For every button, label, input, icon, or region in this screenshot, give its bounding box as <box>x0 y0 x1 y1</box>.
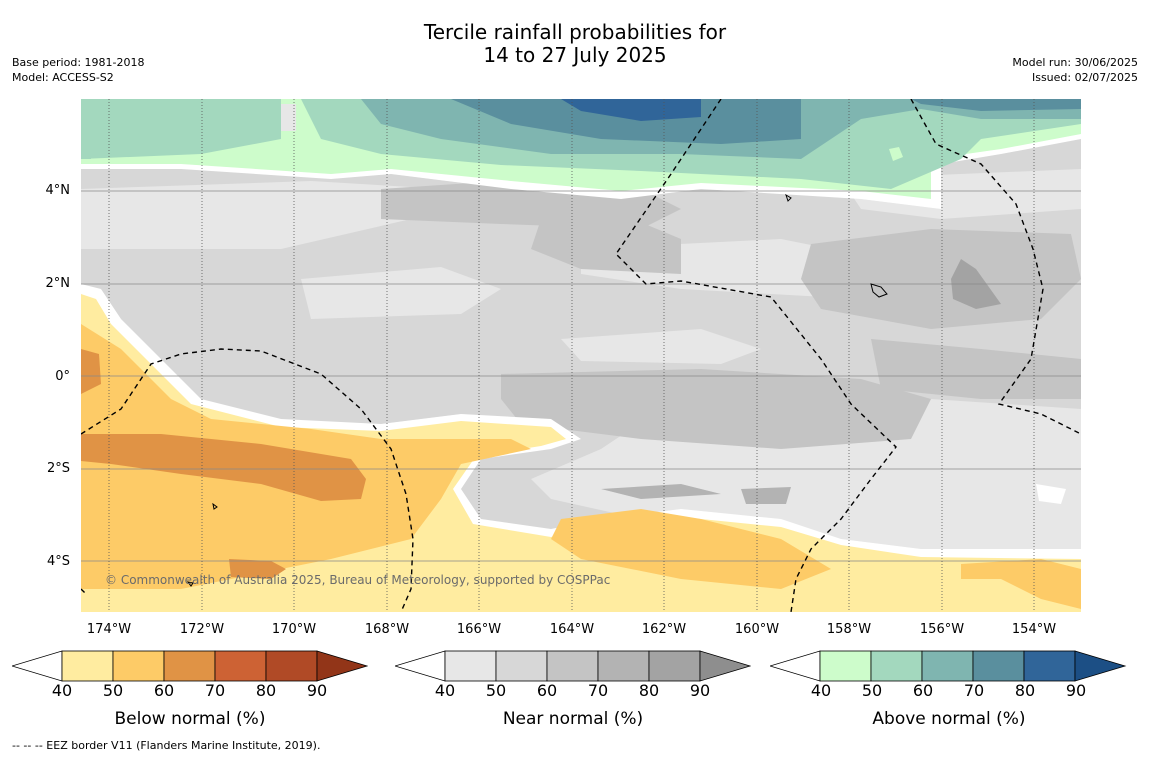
colorbar-below-tick: 60 <box>153 681 175 700</box>
eez-footnote: -- -- -- EEZ border V11 (Flanders Marine… <box>12 739 321 752</box>
base-period: Base period: 1981-2018 <box>12 56 145 69</box>
colorbar-above-swatches <box>768 650 1127 682</box>
eez-borders <box>81 99 1081 612</box>
colorbar-above-tick: 80 <box>1014 681 1036 700</box>
colorbar-below-title: Below normal (%) <box>114 709 266 729</box>
rainfall-probability-map: © Commonwealth of Australia 2025, Bureau… <box>81 99 1081 612</box>
lon-label-174w: 174°W <box>86 622 132 637</box>
colorbar-below-high-extension <box>316 650 369 682</box>
lon-label-160w: 160°W <box>734 622 780 637</box>
chart-title-line2: 14 to 27 July 2025 <box>483 43 667 67</box>
colorbar-near-swatch <box>444 650 497 682</box>
colorbar-above-high-extension <box>1074 650 1127 682</box>
colorbar-near-swatch <box>597 650 650 682</box>
colorbar-below-swatch <box>265 650 318 682</box>
model-run: Model run: 30/06/2025 <box>1012 56 1138 69</box>
lon-label-172w: 172°W <box>179 622 225 637</box>
lon-label-162w: 162°W <box>641 622 687 637</box>
lat-label-4n: 4°N <box>45 183 71 198</box>
colorbar-above-tick: 60 <box>912 681 934 700</box>
lon-label-154w: 154°W <box>1011 622 1057 637</box>
issued-date: Issued: 02/07/2025 <box>1031 71 1138 84</box>
lat-label-4s: 4°S <box>46 554 70 569</box>
meta-right: Model run: 30/06/2025 Issued: 02/07/2025 <box>1012 55 1138 85</box>
colorbar-below-swatches <box>10 650 369 682</box>
colorbar-near-tick: 50 <box>485 681 507 700</box>
colorbar-near-title: Near normal (%) <box>502 709 644 729</box>
colorbar-below-low-extension <box>10 650 63 682</box>
colorbar-below-tick: 40 <box>51 681 73 700</box>
colorbar-near-swatches <box>393 650 752 682</box>
colorbar-near-swatch <box>546 650 599 682</box>
colorbar-near-tick: 90 <box>689 681 711 700</box>
colorbar-above-swatch <box>870 650 923 682</box>
chart-title-line1: Tercile rainfall probabilities for <box>423 20 727 44</box>
colorbar-above-low-extension <box>768 650 821 682</box>
colorbar-below-swatch <box>112 650 165 682</box>
model-name: Model: ACCESS-S2 <box>12 71 114 84</box>
colorbar-below-tick: 90 <box>306 681 328 700</box>
colorbar-below-tick: 70 <box>204 681 226 700</box>
lon-label-158w: 158°W <box>826 622 872 637</box>
colorbar-above-swatch <box>1023 650 1076 682</box>
colorbar-below-normal: 40 50 60 70 80 90 Below normal (%) <box>10 650 369 740</box>
colorbar-near-swatch <box>648 650 701 682</box>
lon-label-168w: 168°W <box>364 622 410 637</box>
colorbar-near-high-extension <box>699 650 752 682</box>
colorbar-near-tick: 60 <box>536 681 558 700</box>
colorbar-near-swatch <box>495 650 548 682</box>
lat-label-0: 0° <box>55 369 70 384</box>
colorbar-above-swatch <box>972 650 1025 682</box>
lat-label-2n: 2°N <box>45 276 71 291</box>
map-copyright: © Commonwealth of Australia 2025, Bureau… <box>105 573 610 587</box>
latitude-gridlines <box>81 190 1081 562</box>
colorbar-below-tick: 50 <box>102 681 124 700</box>
meta-left: Base period: 1981-2018 Model: ACCESS-S2 <box>12 55 144 85</box>
colorbar-near-normal: 40 50 60 70 80 90 Near normal (%) <box>393 650 752 740</box>
colorbar-above-title: Above normal (%) <box>872 709 1026 729</box>
map-canvas: © Commonwealth of Australia 2025, Bureau… <box>81 99 1081 612</box>
lon-label-164w: 164°W <box>549 622 595 637</box>
colorbar-above-tick: 70 <box>963 681 985 700</box>
colorbar-below-swatch <box>61 650 114 682</box>
colorbar-near-tick: 40 <box>434 681 456 700</box>
colorbar-near-tick: 70 <box>587 681 609 700</box>
lon-label-170w: 170°W <box>271 622 317 637</box>
lon-label-166w: 166°W <box>456 622 502 637</box>
colorbar-above-tick: 90 <box>1065 681 1087 700</box>
colorbar-near-tick: 80 <box>638 681 660 700</box>
lat-label-2s: 2°S <box>46 461 70 476</box>
colorbar-above-swatch <box>819 650 872 682</box>
colorbar-below-tick: 80 <box>255 681 277 700</box>
island-outlines <box>186 193 888 587</box>
colorbar-above-tick: 50 <box>861 681 883 700</box>
colorbar-above-tick: 40 <box>810 681 832 700</box>
colorbar-near-low-extension <box>393 650 446 682</box>
colorbar-above-swatch <box>921 650 974 682</box>
colorbar-below-swatch <box>214 650 267 682</box>
lon-label-156w: 156°W <box>919 622 965 637</box>
colorbar-above-normal: 40 50 60 70 80 90 Above normal (%) <box>768 650 1128 740</box>
colorbar-below-swatch <box>163 650 216 682</box>
